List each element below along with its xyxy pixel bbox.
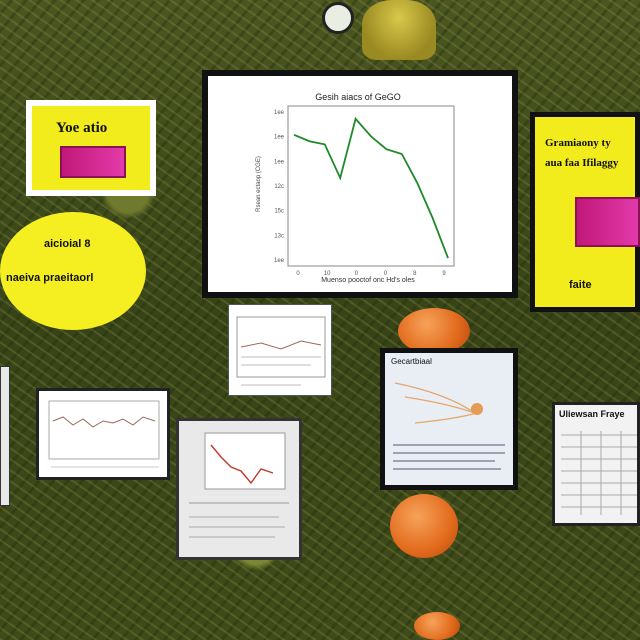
y-tick-label: 1ee	[274, 159, 285, 165]
poster-right: Uliewsan Fraye	[552, 402, 640, 526]
doc-sketch	[236, 316, 326, 386]
y-tick-label: 1ee	[274, 258, 285, 264]
poster-mid: Gecartbiaal	[380, 348, 518, 490]
chart-ylabel: Rsean ectaop (CGE)	[256, 156, 262, 212]
poster-mid-title: Gecartbiaal	[391, 357, 432, 366]
x-tick-label: 0	[355, 271, 359, 277]
oval-sign: aicioial 8 naeiva praeitaorl	[0, 212, 146, 330]
edge-panel	[0, 366, 10, 506]
y-tick-label: 13c	[274, 233, 284, 239]
sign-right-line1: Gramiaony ty	[545, 137, 611, 149]
main-line-chart: Gesih aiacs of GeGO Rsean ectaop (CGE) M…	[256, 92, 455, 284]
poster-right-title: Uliewsan Fraye	[559, 409, 625, 419]
chart-document-center	[176, 418, 302, 560]
orange-orb-bottom	[414, 612, 460, 640]
sign-left-swatch	[60, 146, 126, 178]
sign-right-line2: aua faa Ifilaggy	[545, 157, 619, 169]
chart-title: Gesih aiacs of GeGO	[315, 92, 401, 102]
poster-mid-figure	[393, 382, 505, 470]
series-line	[293, 116, 449, 259]
chart-xlabel: Muenso pooctof onc Hd's oles	[321, 277, 415, 284]
y-tick-label: 15c	[274, 209, 284, 215]
x-tick-label: 0	[296, 271, 300, 277]
plot-area	[287, 105, 455, 267]
x-tick-label: 9	[442, 271, 446, 277]
main-chart-board: Gesih aiacs of GeGO Rsean ectaop (CGE) M…	[202, 70, 518, 298]
sign-left: Yoe atio	[26, 100, 156, 196]
poster-right-table	[561, 431, 637, 515]
chart-document-center-graph	[189, 432, 289, 538]
y-tick-label: 1ee	[274, 135, 285, 141]
y-tick-label: 1ee	[274, 110, 285, 116]
oval-line2: naeiva praeitaorl	[6, 272, 94, 284]
thumbnail-chart-left-graph	[48, 400, 160, 468]
yellow-figure	[362, 0, 436, 60]
y-tick-label: 12c	[274, 184, 284, 190]
sign-right: Gramiaony ty aua faa Ifilaggy faite	[530, 112, 640, 312]
orange-orb-middle	[390, 494, 458, 558]
sign-left-heading: Yoe atio	[56, 120, 108, 136]
thumbnail-chart-left	[36, 388, 170, 480]
x-tick-label: 8	[413, 271, 417, 277]
small-document	[228, 304, 332, 396]
oval-line1: aicioial 8	[44, 238, 91, 250]
sign-right-swatch	[575, 197, 640, 247]
sign-right-footer: faite	[569, 279, 592, 291]
round-clock-icon	[322, 2, 354, 34]
x-tick-label: 0	[384, 271, 388, 277]
x-tick-label: 10	[324, 271, 331, 277]
orange-orb-top	[398, 308, 470, 354]
